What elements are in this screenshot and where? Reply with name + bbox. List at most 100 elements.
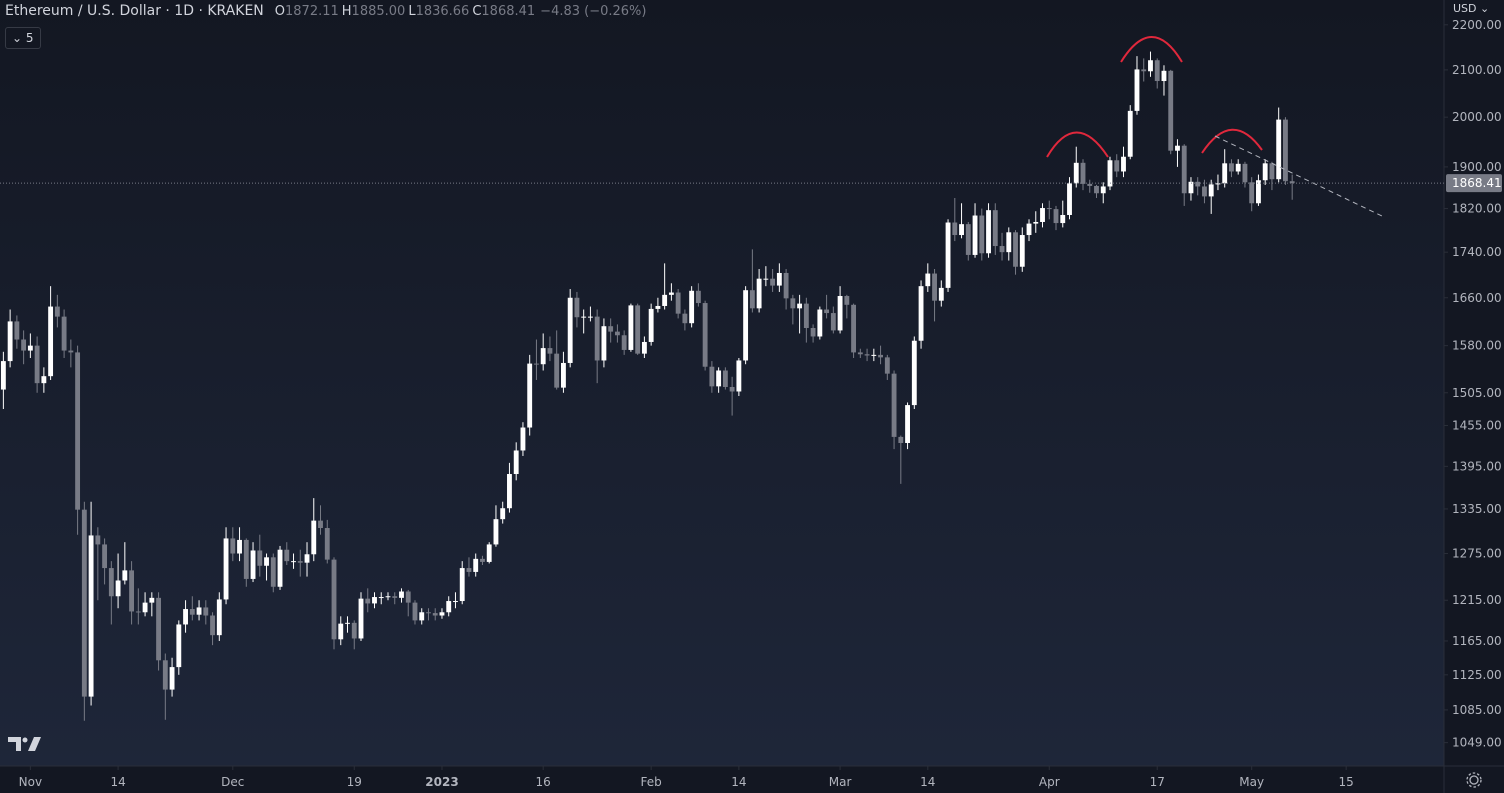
candle-body	[709, 366, 715, 387]
indicator-toggle[interactable]: ⌄ 5	[5, 27, 41, 49]
candle-body	[210, 615, 215, 636]
candle-body	[223, 538, 229, 600]
candle-body	[338, 623, 344, 640]
candle-body	[540, 348, 546, 365]
candle-body	[264, 557, 269, 566]
right-shoulder-arc	[1201, 128, 1263, 154]
candle-body	[156, 597, 161, 661]
settings-icon[interactable]	[1466, 772, 1482, 788]
x-tick-label: 16	[536, 775, 551, 789]
candle-body	[169, 667, 175, 690]
candle-body	[736, 360, 742, 392]
candle-body	[345, 622, 350, 624]
candle-body	[608, 326, 614, 332]
price-axis	[1444, 0, 1504, 793]
candle-body	[1249, 182, 1255, 204]
settings-icon[interactable]	[1469, 775, 1479, 785]
y-tick-label: 1275.00	[1452, 547, 1502, 561]
y-tick-label: 1455.00	[1452, 419, 1502, 433]
candle-body	[891, 373, 897, 437]
candle-body	[399, 591, 404, 598]
candle-body	[331, 559, 337, 640]
candle-body	[905, 405, 910, 443]
candle-body	[351, 622, 357, 639]
candle-body	[88, 535, 94, 697]
candle-body	[1141, 69, 1147, 72]
candle-body	[1013, 232, 1018, 267]
candle-body	[621, 335, 627, 350]
candle-body	[1060, 214, 1066, 224]
candle-body	[318, 520, 323, 529]
candle-body	[54, 306, 60, 317]
candle-body	[27, 345, 33, 351]
candle-body	[95, 535, 101, 545]
candle-body	[21, 339, 27, 351]
time-axis	[0, 766, 1444, 793]
candle-body	[297, 561, 303, 563]
currency-menu[interactable]: USD ⌄	[1453, 2, 1490, 15]
x-tick-label: 2023	[425, 775, 458, 789]
candle-body	[641, 341, 647, 354]
candle-body	[250, 550, 256, 579]
settings-button[interactable]	[1466, 772, 1482, 788]
candle-body	[790, 298, 796, 309]
candle-body	[372, 597, 377, 604]
candle-body	[324, 528, 330, 560]
candle-body	[1046, 208, 1052, 210]
candle-body	[243, 539, 249, 579]
symbol-title[interactable]: Ethereum / U.S. Dollar · 1D · KRAKEN	[5, 3, 264, 19]
candle-body	[554, 353, 560, 388]
candle-body	[358, 598, 364, 639]
candle-body	[675, 292, 681, 314]
candle-body	[1087, 183, 1093, 186]
y-tick-label: 1395.00	[1452, 459, 1502, 473]
y-tick-label: 1165.00	[1452, 634, 1502, 648]
candle-body	[561, 362, 566, 388]
candle-body	[230, 538, 236, 554]
candle-body	[1202, 186, 1207, 197]
candle-body	[1006, 232, 1012, 253]
readout-value: 1868.41	[481, 4, 536, 19]
candle-body	[1188, 181, 1194, 194]
candle-body	[365, 598, 371, 604]
candle-body	[527, 363, 533, 428]
candle-body	[385, 596, 391, 598]
candle-body	[864, 354, 870, 356]
y-tick-label: 1085.00	[1452, 703, 1502, 717]
x-tick-label: 15	[1339, 775, 1354, 789]
x-tick-label: Apr	[1039, 775, 1060, 789]
candle-body	[176, 624, 182, 668]
y-tick-label: 1580.00	[1452, 339, 1502, 353]
candle-body	[689, 290, 695, 324]
candle-body	[48, 306, 54, 377]
candle-body	[493, 519, 499, 545]
readout-change: −4.83 (−0.26%)	[540, 4, 647, 19]
candle-body	[68, 350, 74, 353]
candle-body	[1195, 181, 1201, 187]
candle-body	[135, 611, 141, 613]
candle-body	[1229, 163, 1234, 172]
left-shoulder-arc	[1046, 131, 1109, 158]
symbol-legend: Ethereum / U.S. Dollar · 1D · KRAKEN O187…	[5, 3, 646, 19]
indicator-count[interactable]: 5	[25, 31, 34, 45]
candle-body	[1067, 183, 1072, 215]
neckline-trend	[1214, 135, 1385, 218]
currency-label[interactable]: USD	[1453, 2, 1477, 15]
candle-body	[534, 363, 539, 365]
candle-body	[830, 313, 836, 331]
candle-body	[473, 558, 479, 572]
candle-body	[1040, 208, 1045, 222]
candle-body	[237, 539, 242, 554]
candle-body	[1121, 156, 1126, 172]
y-tick-label: 1820.00	[1452, 202, 1502, 216]
candle-body	[507, 474, 512, 509]
y-tick-label: 1215.00	[1452, 593, 1502, 607]
candle-body	[405, 591, 411, 603]
x-tick-label: Nov	[19, 775, 42, 789]
candle-body	[486, 544, 492, 562]
y-tick-label: 1125.00	[1452, 668, 1502, 682]
candle-body	[183, 609, 188, 625]
candle-body	[412, 602, 418, 621]
candle-body	[1161, 70, 1167, 82]
candle-body	[432, 613, 438, 616]
